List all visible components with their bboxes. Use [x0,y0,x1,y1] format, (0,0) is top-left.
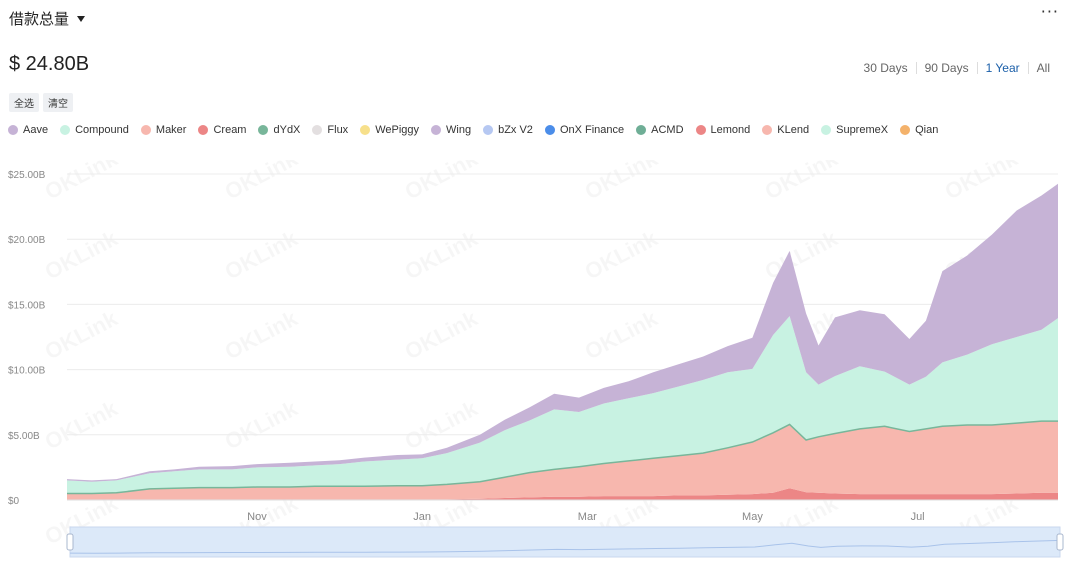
caret-down-icon [77,16,86,22]
legend-label: Compound [75,124,129,136]
legend-item-wepiggy[interactable]: WePiggy [360,124,419,136]
select-all-button[interactable]: 全选 [9,93,39,112]
legend-item-wing[interactable]: Wing [431,124,471,136]
legend-item-klend[interactable]: KLend [762,124,809,136]
watermark-text: OKLink [221,395,302,454]
range-1-year[interactable]: 1 Year [985,61,1020,75]
legend-label: Cream [213,124,247,136]
legend-item-bzx-v2[interactable]: bZx V2 [483,124,533,136]
legend-label: OnX Finance [559,124,625,136]
legend-swatch-icon [544,125,555,135]
legend-item-lemond[interactable]: Lemond [695,124,751,136]
watermark-text: OKLink [221,225,302,284]
zoom-preview-line [69,539,1061,554]
x-tick-label: Jul [911,511,925,523]
legend-item-acmd[interactable]: ACMD [636,124,684,136]
legend-item-qian[interactable]: Qian [900,124,938,136]
watermark-text: OKLink [41,305,122,364]
zoom-handle-left[interactable] [66,533,74,551]
legend-label: KLend [777,124,810,136]
legend-label: Aave [23,124,49,136]
x-tick-label: Mar [578,511,597,523]
legend-swatch-icon [821,125,832,135]
watermark-text: OKLink [581,225,662,284]
area-compound [67,316,1058,494]
y-tick-label: $15.00B [8,300,46,311]
watermark-text: OKLink [401,160,482,204]
legend-swatch-icon [198,125,209,135]
watermark-text: OKLink [221,305,302,364]
range-all[interactable]: All [1036,61,1050,75]
legend-swatch-icon [60,125,71,135]
legend-label: Maker [155,124,187,136]
range-divider [915,62,917,74]
legend-swatch-icon [695,125,706,135]
metric-title: 借款总量 [9,10,70,28]
watermark-text: OKLink [401,305,482,364]
range-divider [1027,62,1029,74]
x-tick-label: May [742,511,763,523]
zoom-handle-right[interactable] [1056,533,1064,551]
line-dydx [67,420,1058,495]
watermark-text: OKLink [581,160,662,204]
clear-button[interactable]: 清空 [43,93,73,112]
watermark-text: OKLink [41,225,122,284]
legend-swatch-icon [900,125,911,135]
watermark-text: OKLink [761,160,842,204]
x-tick-label: Nov [247,511,267,523]
x-tick-label: Jan [413,511,431,523]
legend-swatch-icon [258,125,269,135]
legend-label: Wing [446,124,472,136]
legend-label: Flux [327,124,349,136]
legend-item-flux[interactable]: Flux [312,124,348,136]
legend-item-compound[interactable]: Compound [60,124,129,136]
legend-label: ACMD [651,124,684,136]
range-30-days[interactable]: 30 Days [863,61,908,75]
legend-label: WePiggy [375,124,420,136]
legend-swatch-icon [636,125,647,135]
area-maker [67,421,1058,500]
more-dots-icon[interactable]: ··· [1040,2,1059,21]
range-divider [976,62,978,74]
legend-item-aave[interactable]: Aave [8,124,48,136]
legend-item-onx-finance[interactable]: OnX Finance [544,124,625,136]
legend-swatch-icon [8,125,18,135]
watermark-text: OKLink [941,160,1022,204]
time-range-selector: 30 Days 90 Days 1 Year All [856,61,1058,75]
legend-item-maker[interactable]: Maker [140,124,187,136]
legend-swatch-icon [140,125,151,135]
chart-legend: Aave Compound Maker Cream dYdX Flux WePiggy Win… [8,124,950,136]
watermark-text: OKLink [41,395,122,454]
legend-item-supremex[interactable]: SupremeX [821,124,888,136]
legend-item-cream[interactable]: Cream [198,124,246,136]
y-tick-label: $10.00B [8,366,46,377]
total-value: $ 24.80B [9,53,90,75]
y-tick-label: $5.00B [8,431,40,442]
legend-label: Lemond [710,124,751,136]
watermark-text: OKLink [221,160,302,204]
legend-label: bZx V2 [498,124,533,136]
area-cream [67,488,1058,500]
y-tick-label: $20.00B [8,235,46,246]
area-aave [67,183,1058,482]
y-tick-label: $0 [8,496,20,507]
legend-swatch-icon [431,125,442,135]
watermark-text: OKLink [41,160,122,204]
borrow-area-chart: OKLink OKLink OKLink OKLink OKLink OKLink OKLi… [8,160,1064,558]
range-90-days[interactable]: 90 Days [924,61,969,75]
legend-swatch-icon [762,125,773,135]
y-tick-label: $25.00B [8,170,46,181]
watermark-text: OKLink [401,225,482,284]
legend-swatch-icon [312,125,323,135]
legend-controls: 全选 清空 [9,93,73,112]
metric-selector[interactable]: 借款总量 [9,8,86,29]
legend-swatch-icon [483,125,494,135]
legend-swatch-icon [360,125,371,135]
legend-label: SupremeX [836,124,889,136]
legend-label: dYdX [273,124,301,136]
legend-label: Qian [915,124,939,136]
legend-item-dydx[interactable]: dYdX [258,124,300,136]
watermark-text: OKLink [581,305,662,364]
watermark-text: OKLink [761,225,842,284]
